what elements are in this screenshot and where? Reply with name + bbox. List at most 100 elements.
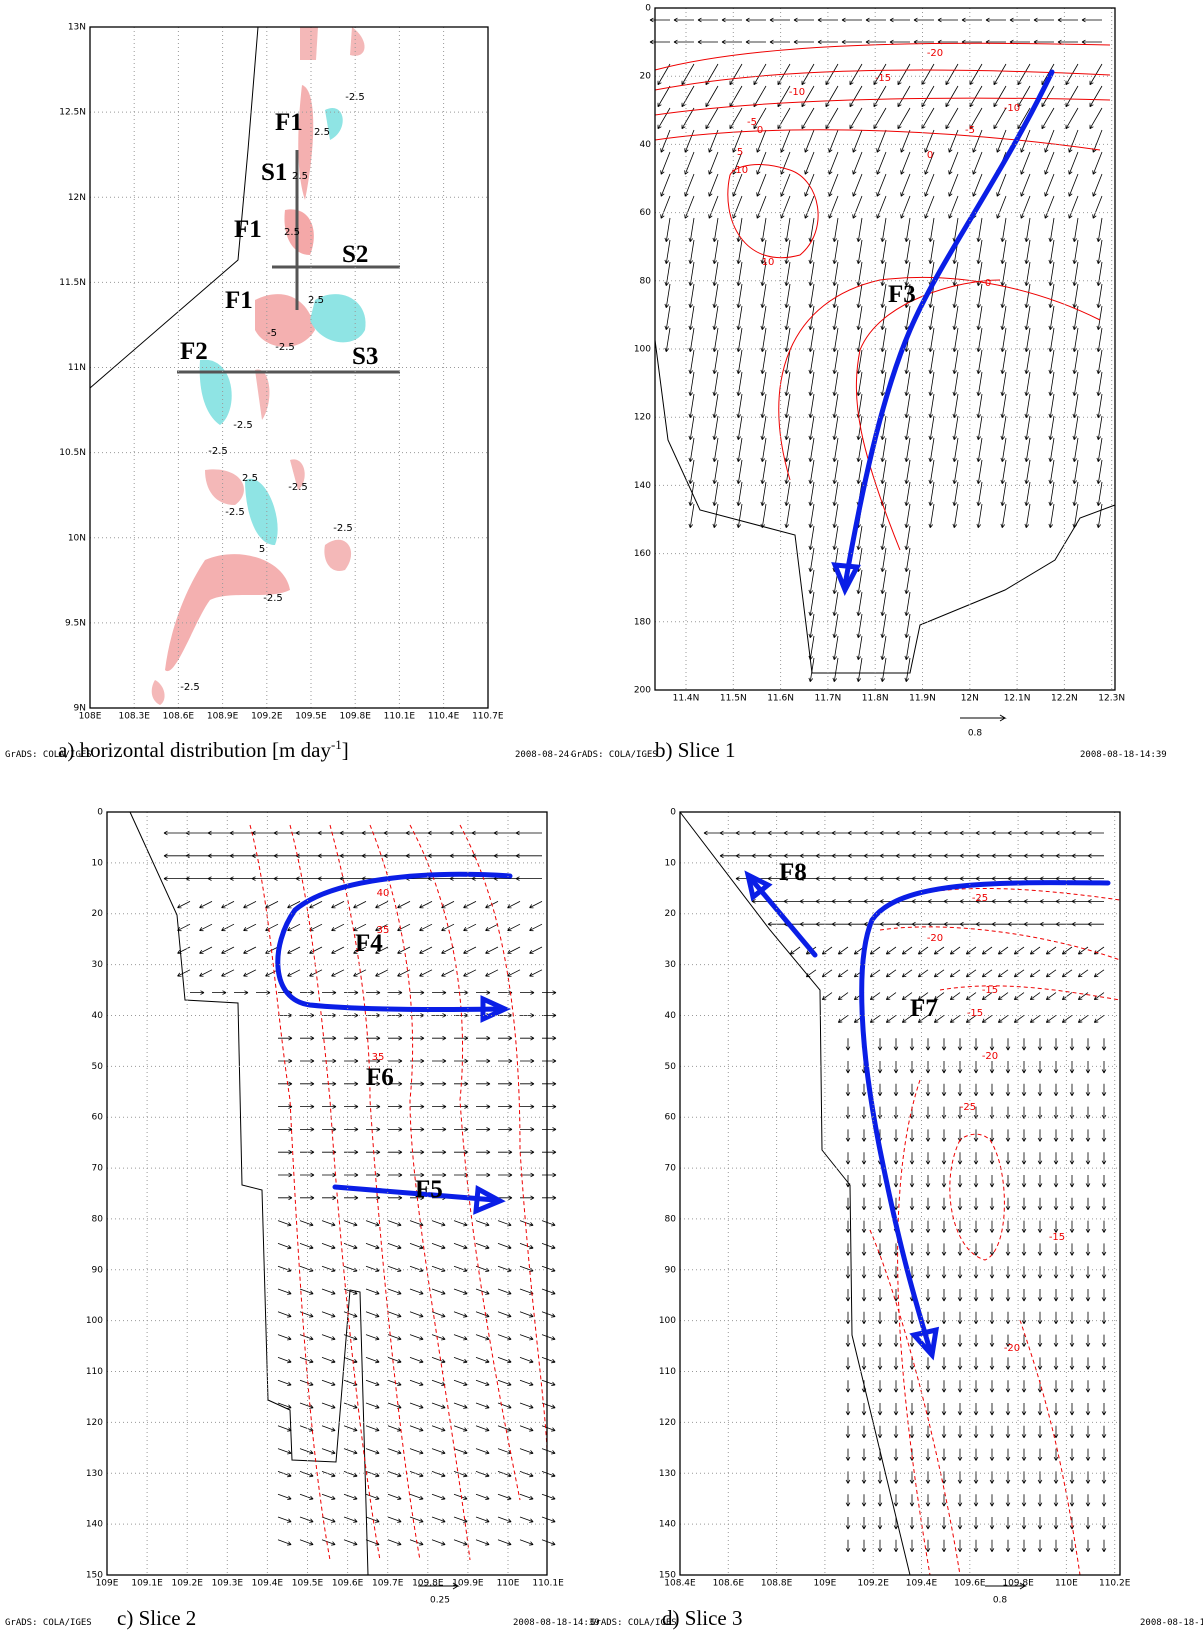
vector (1096, 239, 1103, 264)
vector (1021, 1311, 1027, 1324)
vector (885, 1015, 897, 1023)
vector (729, 107, 743, 130)
contour-label: -2.5 (275, 342, 295, 353)
x-tick-label: 12N (961, 694, 979, 704)
vector (993, 85, 1007, 108)
vector (996, 173, 1007, 197)
vector (1005, 1357, 1011, 1370)
vector (688, 503, 695, 528)
vector (893, 1038, 899, 1051)
vector (825, 63, 839, 86)
vector (873, 107, 887, 130)
vector (845, 1175, 851, 1188)
vector (1007, 899, 1024, 904)
vector (909, 1175, 915, 1188)
vector (981, 946, 993, 955)
contour-label: -2.5 (233, 420, 253, 431)
vector (845, 1357, 851, 1370)
vector (520, 1195, 535, 1201)
vector (941, 1448, 947, 1461)
vector (925, 1289, 931, 1302)
vector (904, 591, 911, 616)
vector (904, 613, 911, 638)
vector (736, 327, 743, 352)
vector (925, 1539, 931, 1552)
vector (251, 876, 278, 881)
vector (959, 830, 976, 836)
vector (1037, 1197, 1043, 1210)
vector (1085, 1539, 1091, 1552)
vector (904, 437, 911, 462)
vector (1096, 393, 1103, 418)
vector (299, 1265, 314, 1272)
vector (760, 327, 767, 352)
vector (861, 1197, 867, 1210)
vector (1021, 1243, 1027, 1256)
vector (845, 1289, 851, 1302)
vector (497, 1539, 512, 1546)
vector (821, 969, 833, 978)
vector (909, 1197, 915, 1210)
vector (321, 1220, 336, 1227)
vector (856, 657, 863, 682)
vector (243, 901, 257, 909)
vector (321, 1379, 336, 1386)
x-tick-label: 109.6E (332, 1579, 364, 1589)
vector (475, 1402, 490, 1409)
vector (873, 85, 887, 108)
vector (880, 283, 887, 308)
vector (476, 1035, 491, 1041)
vector (909, 1152, 915, 1165)
vector (1045, 992, 1057, 1001)
vector (1085, 1243, 1091, 1256)
vector (880, 547, 887, 572)
vector (432, 1104, 447, 1109)
vector (783, 853, 800, 859)
vector (928, 415, 935, 440)
vector (825, 107, 839, 130)
vector (673, 39, 694, 45)
vector (976, 503, 983, 528)
vector (804, 151, 815, 175)
vector (409, 1379, 424, 1386)
vector (688, 327, 695, 352)
vector (277, 1493, 292, 1500)
vector (1085, 1083, 1091, 1096)
vector (1037, 1448, 1043, 1461)
vector (432, 1058, 447, 1064)
vector (1101, 1152, 1107, 1165)
vector (1096, 503, 1103, 528)
vector (1013, 992, 1025, 1001)
vector (808, 503, 815, 528)
vector (541, 1402, 556, 1409)
vector (828, 129, 839, 153)
vector (949, 992, 961, 1001)
vector (753, 107, 767, 130)
vector (343, 1311, 358, 1318)
vector (952, 481, 959, 506)
vector (1053, 1266, 1059, 1279)
x-tick-label: 11.7N (815, 694, 842, 704)
vector (353, 946, 367, 954)
contour-label: 35 (377, 925, 390, 936)
vector (1048, 349, 1055, 374)
vector (321, 1334, 336, 1341)
vector (1009, 17, 1030, 23)
vector (277, 1471, 292, 1478)
vector (989, 1494, 995, 1507)
vector (1065, 85, 1079, 108)
contour-label: 2.5 (308, 295, 324, 306)
vector (277, 1539, 292, 1546)
vector (1005, 1334, 1011, 1347)
vector (300, 1035, 315, 1041)
vector (845, 1243, 851, 1256)
vector (976, 459, 983, 484)
vector (497, 1220, 512, 1227)
x-tick-label: 12.2N (1051, 694, 1078, 704)
vector (1029, 1015, 1041, 1023)
vector (309, 923, 323, 932)
vector (1013, 969, 1025, 978)
vector (1044, 129, 1055, 153)
vector (1000, 437, 1007, 462)
vector (828, 173, 839, 197)
